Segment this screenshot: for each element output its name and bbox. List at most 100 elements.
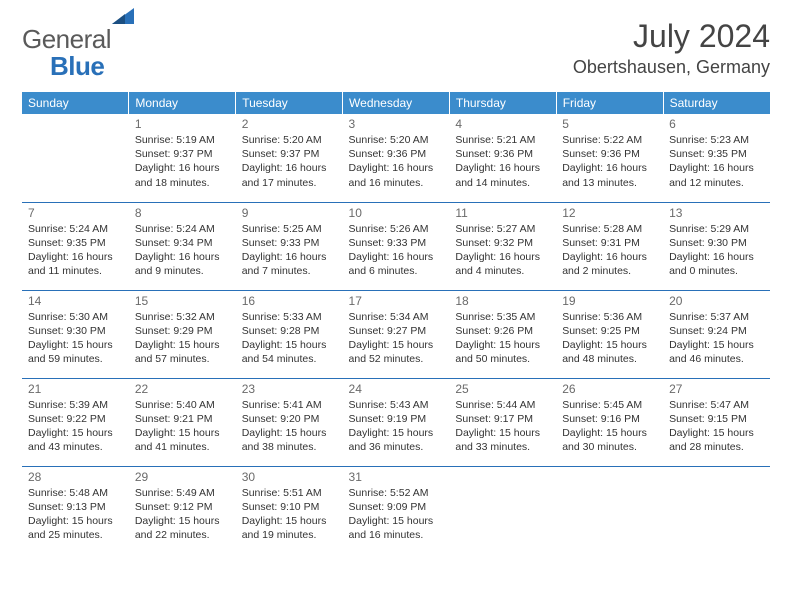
calendar-day-cell: 27 Sunrise: 5:47 AMSunset: 9:15 PMDayligh… — [663, 378, 770, 466]
day-info: Sunrise: 5:44 AMSunset: 9:17 PMDaylight:… — [455, 398, 550, 455]
day-info: Sunrise: 5:40 AMSunset: 9:21 PMDaylight:… — [135, 398, 230, 455]
calendar-header-row: SundayMondayTuesdayWednesdayThursdayFrid… — [22, 92, 770, 114]
calendar-day-cell: 11 Sunrise: 5:27 AMSunset: 9:32 PMDayligh… — [449, 202, 556, 290]
day-info: Sunrise: 5:22 AMSunset: 9:36 PMDaylight:… — [562, 133, 657, 190]
day-number: 22 — [135, 382, 230, 396]
calendar-day-cell: 20 Sunrise: 5:37 AMSunset: 9:24 PMDayligh… — [663, 290, 770, 378]
day-number: 4 — [455, 117, 550, 131]
day-info: Sunrise: 5:34 AMSunset: 9:27 PMDaylight:… — [349, 310, 444, 367]
day-number: 6 — [669, 117, 764, 131]
day-number: 24 — [349, 382, 444, 396]
calendar-week-row: 14Sunrise: 5:30 AMSunset: 9:30 PMDayligh… — [22, 290, 770, 378]
day-number: 17 — [349, 294, 444, 308]
calendar-day-cell: 31 Sunrise: 5:52 AMSunset: 9:09 PMDayligh… — [343, 466, 450, 554]
day-number: 1 — [135, 117, 230, 131]
calendar-table: SundayMondayTuesdayWednesdayThursdayFrid… — [22, 92, 770, 554]
day-number: 18 — [455, 294, 550, 308]
day-info: Sunrise: 5:29 AMSunset: 9:30 PMDaylight:… — [669, 222, 764, 279]
day-info: Sunrise: 5:26 AMSunset: 9:33 PMDaylight:… — [349, 222, 444, 279]
day-number: 7 — [28, 206, 123, 220]
day-info: Sunrise: 5:25 AMSunset: 9:33 PMDaylight:… — [242, 222, 337, 279]
weekday-header: Friday — [556, 92, 663, 114]
day-info: Sunrise: 5:24 AMSunset: 9:34 PMDaylight:… — [135, 222, 230, 279]
logo-text-blue: Blue — [50, 51, 104, 82]
weekday-header: Wednesday — [343, 92, 450, 114]
calendar-day-cell: 4 Sunrise: 5:21 AMSunset: 9:36 PMDaylight… — [449, 114, 556, 202]
calendar-week-row: 7 Sunrise: 5:24 AMSunset: 9:35 PMDaylight… — [22, 202, 770, 290]
day-info: Sunrise: 5:48 AMSunset: 9:13 PMDaylight:… — [28, 486, 123, 543]
day-info: Sunrise: 5:39 AMSunset: 9:22 PMDaylight:… — [28, 398, 123, 455]
calendar-day-cell: 23Sunrise: 5:41 AMSunset: 9:20 PMDayligh… — [236, 378, 343, 466]
day-number: 12 — [562, 206, 657, 220]
calendar-week-row: 21 Sunrise: 5:39 AMSunset: 9:22 PMDayligh… — [22, 378, 770, 466]
day-number: 21 — [28, 382, 123, 396]
calendar-day-cell: 26Sunrise: 5:45 AMSunset: 9:16 PMDayligh… — [556, 378, 663, 466]
day-info: Sunrise: 5:49 AMSunset: 9:12 PMDaylight:… — [135, 486, 230, 543]
day-info: Sunrise: 5:23 AMSunset: 9:35 PMDaylight:… — [669, 133, 764, 190]
day-info: Sunrise: 5:36 AMSunset: 9:25 PMDaylight:… — [562, 310, 657, 367]
calendar-day-cell: 8 Sunrise: 5:24 AMSunset: 9:34 PMDaylight… — [129, 202, 236, 290]
calendar-week-row: 1Sunrise: 5:19 AMSunset: 9:37 PMDaylight… — [22, 114, 770, 202]
day-info: Sunrise: 5:43 AMSunset: 9:19 PMDaylight:… — [349, 398, 444, 455]
calendar-day-cell: 28 Sunrise: 5:48 AMSunset: 9:13 PMDayligh… — [22, 466, 129, 554]
calendar-day-cell: 9 Sunrise: 5:25 AMSunset: 9:33 PMDaylight… — [236, 202, 343, 290]
calendar-day-cell: 24 Sunrise: 5:43 AMSunset: 9:19 PMDayligh… — [343, 378, 450, 466]
day-info: Sunrise: 5:51 AMSunset: 9:10 PMDaylight:… — [242, 486, 337, 543]
day-info: Sunrise: 5:30 AMSunset: 9:30 PMDaylight:… — [28, 310, 123, 367]
calendar-day-cell: 1Sunrise: 5:19 AMSunset: 9:37 PMDaylight… — [129, 114, 236, 202]
weekday-header: Monday — [129, 92, 236, 114]
day-info: Sunrise: 5:27 AMSunset: 9:32 PMDaylight:… — [455, 222, 550, 279]
calendar-day-cell: 30Sunrise: 5:51 AMSunset: 9:10 PMDayligh… — [236, 466, 343, 554]
calendar-week-row: 28 Sunrise: 5:48 AMSunset: 9:13 PMDayligh… — [22, 466, 770, 554]
calendar-body: 1Sunrise: 5:19 AMSunset: 9:37 PMDaylight… — [22, 114, 770, 554]
calendar-empty-cell — [663, 466, 770, 554]
calendar-day-cell: 7 Sunrise: 5:24 AMSunset: 9:35 PMDaylight… — [22, 202, 129, 290]
day-info: Sunrise: 5:20 AMSunset: 9:37 PMDaylight:… — [242, 133, 337, 190]
calendar-day-cell: 15 Sunrise: 5:32 AMSunset: 9:29 PMDayligh… — [129, 290, 236, 378]
day-info: Sunrise: 5:33 AMSunset: 9:28 PMDaylight:… — [242, 310, 337, 367]
calendar-day-cell: 25 Sunrise: 5:44 AMSunset: 9:17 PMDayligh… — [449, 378, 556, 466]
calendar-page: GeneralBlue July 2024 Obertshausen, Germ… — [0, 0, 792, 572]
calendar-day-cell: 13 Sunrise: 5:29 AMSunset: 9:30 PMDayligh… — [663, 202, 770, 290]
day-info: Sunrise: 5:21 AMSunset: 9:36 PMDaylight:… — [455, 133, 550, 190]
day-number: 13 — [669, 206, 764, 220]
calendar-day-cell: 17 Sunrise: 5:34 AMSunset: 9:27 PMDayligh… — [343, 290, 450, 378]
calendar-day-cell: 14Sunrise: 5:30 AMSunset: 9:30 PMDayligh… — [22, 290, 129, 378]
logo-triangle-icon — [112, 8, 134, 29]
day-number: 28 — [28, 470, 123, 484]
day-number: 9 — [242, 206, 337, 220]
day-number: 15 — [135, 294, 230, 308]
calendar-day-cell: 5 Sunrise: 5:22 AMSunset: 9:36 PMDaylight… — [556, 114, 663, 202]
calendar-day-cell: 12 Sunrise: 5:28 AMSunset: 9:31 PMDayligh… — [556, 202, 663, 290]
day-info: Sunrise: 5:47 AMSunset: 9:15 PMDaylight:… — [669, 398, 764, 455]
day-number: 31 — [349, 470, 444, 484]
day-info: Sunrise: 5:37 AMSunset: 9:24 PMDaylight:… — [669, 310, 764, 367]
day-number: 5 — [562, 117, 657, 131]
day-info: Sunrise: 5:28 AMSunset: 9:31 PMDaylight:… — [562, 222, 657, 279]
location: Obertshausen, Germany — [573, 57, 770, 78]
day-info: Sunrise: 5:24 AMSunset: 9:35 PMDaylight:… — [28, 222, 123, 279]
calendar-day-cell: 16Sunrise: 5:33 AMSunset: 9:28 PMDayligh… — [236, 290, 343, 378]
day-number: 8 — [135, 206, 230, 220]
calendar-day-cell: 22 Sunrise: 5:40 AMSunset: 9:21 PMDayligh… — [129, 378, 236, 466]
calendar-day-cell: 2 Sunrise: 5:20 AMSunset: 9:37 PMDaylight… — [236, 114, 343, 202]
title-block: July 2024 Obertshausen, Germany — [573, 18, 770, 78]
calendar-day-cell: 3Sunrise: 5:20 AMSunset: 9:36 PMDaylight… — [343, 114, 450, 202]
day-number: 25 — [455, 382, 550, 396]
calendar-empty-cell — [556, 466, 663, 554]
day-info: Sunrise: 5:32 AMSunset: 9:29 PMDaylight:… — [135, 310, 230, 367]
day-number: 10 — [349, 206, 444, 220]
calendar-day-cell: 21 Sunrise: 5:39 AMSunset: 9:22 PMDayligh… — [22, 378, 129, 466]
weekday-header: Sunday — [22, 92, 129, 114]
day-info: Sunrise: 5:52 AMSunset: 9:09 PMDaylight:… — [349, 486, 444, 543]
day-number: 2 — [242, 117, 337, 131]
day-number: 20 — [669, 294, 764, 308]
day-number: 11 — [455, 206, 550, 220]
day-number: 23 — [242, 382, 337, 396]
calendar-empty-cell — [22, 114, 129, 202]
calendar-day-cell: 19 Sunrise: 5:36 AMSunset: 9:25 PMDayligh… — [556, 290, 663, 378]
day-info: Sunrise: 5:45 AMSunset: 9:16 PMDaylight:… — [562, 398, 657, 455]
weekday-header: Tuesday — [236, 92, 343, 114]
day-number: 19 — [562, 294, 657, 308]
day-number: 27 — [669, 382, 764, 396]
